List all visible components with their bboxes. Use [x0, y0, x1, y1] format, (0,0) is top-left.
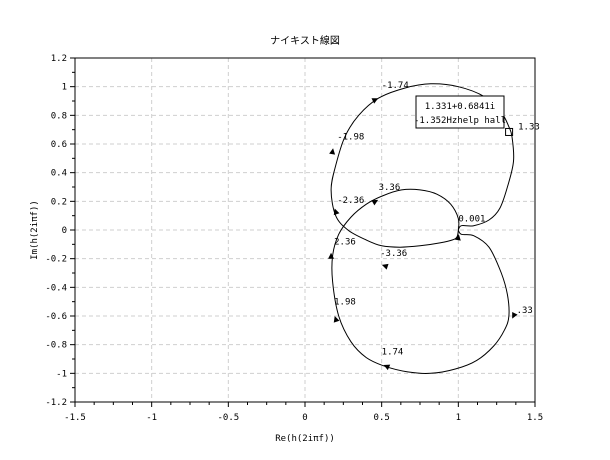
y-tick-label: -0.8 — [45, 341, 67, 351]
y-tick-label: 0.8 — [51, 111, 67, 121]
y-tick-label: 0 — [62, 226, 67, 236]
tick-labels-layer: -1.5 -1 -0.5 0 0.5 1 1.5 -1.2 -1 -0.8 -0.6 -0.4 -0.2… — [45, 54, 543, 423]
direction-arrow — [329, 148, 336, 155]
y-tick-label: 0.2 — [51, 197, 67, 207]
y-tick-label: -1.2 — [45, 398, 67, 408]
direction-arrow — [383, 364, 391, 371]
y-tick-label: -0.2 — [45, 255, 67, 265]
direction-arrow — [333, 316, 340, 323]
frequency-label: -1.74 — [382, 81, 409, 91]
frequency-label: 0.001 — [458, 214, 485, 224]
frequency-label: 2.36 — [334, 237, 356, 247]
datatip-box — [415, 95, 505, 129]
datatip-line-1: 1.331+0.6841i — [425, 102, 495, 112]
ticks-layer — [70, 57, 536, 407]
direction-arrow — [371, 199, 379, 206]
datatip[interactable]: 1.331+0.6841i -1.352Hzhelp hall — [414, 95, 514, 136]
y-tick-label: -1 — [56, 369, 67, 379]
direction-arrow — [371, 98, 379, 104]
y-axis-label: Im(h(2iπf)) — [30, 200, 40, 260]
frequency-label: 1.98 — [334, 298, 356, 308]
frequency-label: 3.36 — [379, 183, 401, 193]
direction-arrow — [328, 252, 335, 259]
x-tick-label: -1 — [146, 413, 157, 423]
direction-arrow — [512, 311, 518, 319]
frequency-label: .33 — [517, 306, 533, 316]
direction-arrow — [381, 263, 389, 270]
direction-arrow — [454, 234, 461, 241]
x-tick-label: 0 — [302, 413, 307, 423]
frequency-label: -2.36 — [337, 196, 364, 206]
datatip-line-2: -1.352Hzhelp hall — [414, 116, 506, 126]
y-tick-label: -0.4 — [45, 283, 67, 293]
frequency-annotations: -1.74 -1.98 3.36 -2.36 0.001 2.36 -3.36 1.98 1.7… — [334, 81, 540, 358]
chart-title: ナイキスト線図 — [270, 34, 340, 47]
x-axis-label: Re(h(2iπf)) — [275, 434, 335, 444]
x-tick-label: -0.5 — [217, 413, 239, 423]
y-tick-label: 1 — [62, 83, 67, 93]
y-tick-label: 1.2 — [51, 54, 67, 64]
y-tick-label: 0.4 — [51, 169, 67, 179]
y-tick-label: 0.6 — [51, 140, 67, 150]
frequency-label: -1.98 — [337, 133, 364, 143]
x-tick-label: 1 — [456, 413, 461, 423]
x-tick-label: 1.5 — [527, 413, 543, 423]
frequency-label: -3.36 — [380, 249, 407, 259]
frequency-label: 1.74 — [382, 348, 404, 358]
y-tick-label: -0.6 — [45, 312, 67, 322]
frequency-label: 1.33 — [518, 123, 540, 133]
direction-arrows — [328, 98, 518, 371]
datatip-marker[interactable] — [505, 127, 514, 136]
direction-arrow — [333, 208, 340, 216]
x-tick-label: 0.5 — [374, 413, 390, 423]
x-tick-label: -1.5 — [64, 413, 86, 423]
